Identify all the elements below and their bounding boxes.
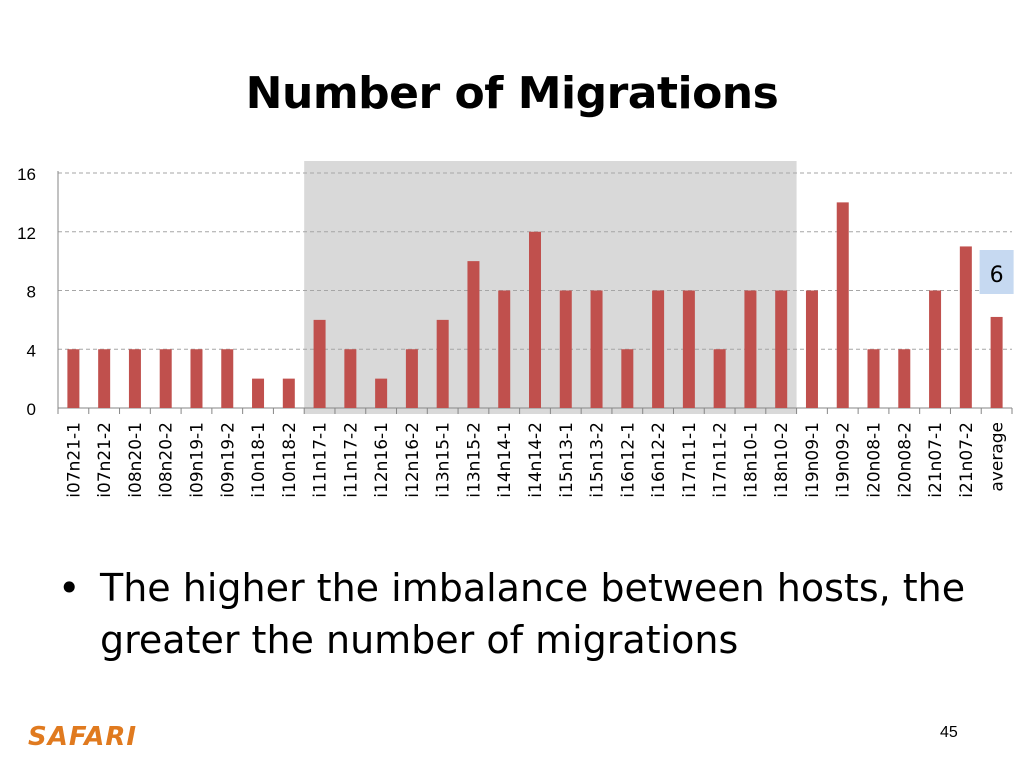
bar <box>867 349 880 408</box>
average-callout-label: 6 <box>990 263 1004 288</box>
x-tick-label: average <box>988 422 1008 492</box>
bullet-point: • The higher the imbalance between hosts… <box>58 562 978 666</box>
x-tick-label: i09n19-2 <box>218 422 238 498</box>
x-tick-label: i08n20-1 <box>126 422 146 498</box>
x-tick-label: i11n17-2 <box>341 422 361 498</box>
bar <box>990 316 1003 408</box>
bar <box>436 319 449 408</box>
x-tick-label: i18n10-2 <box>772 422 792 498</box>
bar <box>128 349 141 408</box>
x-tick-label: i19n09-2 <box>834 422 854 498</box>
x-tick-label: i10n18-1 <box>249 422 269 498</box>
label-layer: 0 4 8 12 16 i07n21-1 i07n21-2 i08n20-1 i08n20-2 i… <box>17 165 1014 498</box>
x-tick-label: i07n21-1 <box>64 422 84 498</box>
x-tick-label: i16n12-2 <box>649 422 669 498</box>
x-tick-label: i15n13-2 <box>588 422 608 498</box>
bar <box>313 319 326 408</box>
bar <box>67 349 80 408</box>
bar <box>590 290 603 408</box>
x-tick-label: i17n11-2 <box>711 422 731 498</box>
average-callout-box <box>979 250 1014 294</box>
bar-layer <box>67 202 1003 408</box>
x-tick-label: i21n07-2 <box>957 422 977 498</box>
bar <box>159 349 172 408</box>
average-callout: 6 <box>979 250 1014 294</box>
x-tick-label: i07n21-2 <box>95 422 115 498</box>
bullet-marker: • <box>58 566 81 610</box>
x-tick-label: i15n13-1 <box>557 422 577 498</box>
bar <box>529 231 541 408</box>
y-tick-label: 16 <box>17 165 36 184</box>
x-tick-label: i08n20-2 <box>157 422 177 498</box>
bar <box>375 378 388 408</box>
x-tick-label: i14n14-1 <box>495 422 515 498</box>
x-tick-label: i20n08-1 <box>865 422 885 498</box>
bar <box>559 290 572 408</box>
y-tick-label: 12 <box>17 224 36 243</box>
safari-logo: SAFARI <box>28 722 138 752</box>
x-tick-label: i14n14-2 <box>526 422 546 498</box>
bar <box>929 290 942 408</box>
bar <box>682 290 695 408</box>
bar <box>98 349 111 408</box>
bar <box>467 261 480 408</box>
page-number: 45 <box>940 724 958 741</box>
y-tick-label: 8 <box>27 283 36 302</box>
x-tick-label: i09n19-1 <box>187 422 207 498</box>
bar <box>898 349 911 408</box>
bar <box>221 349 234 408</box>
x-tick-label: i13n15-2 <box>464 422 484 498</box>
bar <box>282 378 295 408</box>
y-tick-label: 4 <box>27 341 36 360</box>
x-tick-label: i17n11-1 <box>680 422 700 498</box>
x-tick-label: i18n10-1 <box>741 422 761 498</box>
bar <box>252 378 265 408</box>
x-tick-label: i11n17-1 <box>311 422 331 498</box>
bar <box>498 290 511 408</box>
x-tick-label: i13n15-1 <box>434 422 454 498</box>
bullet-text: The higher the imbalance between hosts, … <box>100 566 966 662</box>
bar <box>405 349 418 408</box>
x-tick-label: i10n18-2 <box>280 422 300 498</box>
bar-chart: 0 4 8 12 16 i07n21-1 i07n21-2 i08n20-1 i08n20-2 i… <box>17 161 1014 498</box>
x-tick-label: i16n12-1 <box>618 422 638 498</box>
bar <box>713 349 726 408</box>
bar <box>775 290 788 408</box>
bar <box>805 290 818 408</box>
x-tick-label: i12n16-1 <box>372 422 392 498</box>
x-tick-label: i21n07-1 <box>926 422 946 498</box>
bar <box>621 349 634 408</box>
slide-title: Number of Migrations <box>245 68 779 119</box>
x-tick-label: i19n09-1 <box>803 422 823 498</box>
bar <box>744 290 757 408</box>
bar <box>836 202 849 408</box>
x-tick-label: i12n16-2 <box>403 422 423 498</box>
bar <box>344 349 357 408</box>
bar <box>190 349 203 408</box>
x-tick-label: i20n08-2 <box>895 422 915 498</box>
y-tick-label: 0 <box>27 400 36 419</box>
bar <box>959 246 972 408</box>
bar <box>652 290 665 408</box>
